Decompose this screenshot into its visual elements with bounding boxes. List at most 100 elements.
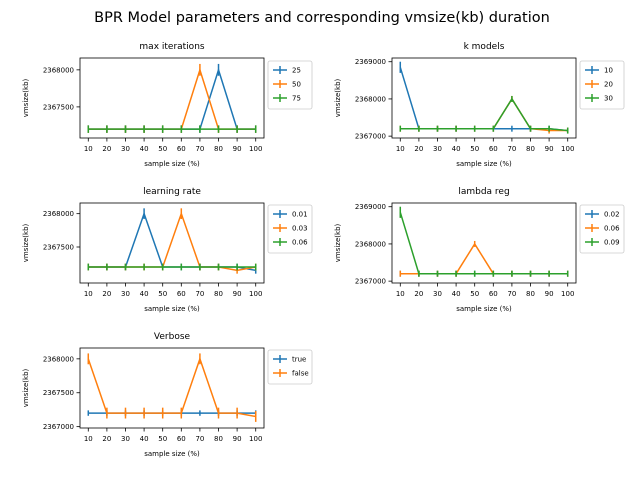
x-tick-label: 100 (249, 145, 262, 153)
legend-label: 10 (604, 67, 613, 75)
legend-label: 50 (292, 81, 301, 89)
y-axis-label: vmsize(kb) (22, 223, 30, 262)
subplot-3: lambda reg 10 20 30 40 50 60 70 80 90 100 2367000 23… (334, 187, 625, 313)
x-tick-label: 100 (561, 290, 574, 298)
x-tick-label: 80 (214, 145, 223, 153)
legend-label: 0.06 (292, 239, 308, 247)
x-tick-label: 70 (195, 145, 204, 153)
series-line (87, 356, 256, 418)
x-tick-label: 70 (507, 145, 516, 153)
legend-label: 25 (292, 67, 301, 75)
axes-frame (79, 202, 265, 284)
x-tick-label: 90 (545, 290, 554, 298)
x-tick-label: 90 (545, 145, 554, 153)
x-tick-label: 50 (158, 145, 167, 153)
x-tick-label: 40 (140, 290, 149, 298)
x-tick-label: 90 (233, 435, 242, 443)
legend-box (579, 204, 625, 254)
y-tick-label: 2368000 (43, 355, 74, 363)
y-tick-label: 2367000 (355, 278, 386, 286)
x-tick-label: 50 (470, 290, 479, 298)
x-tick-label: 60 (177, 435, 186, 443)
x-tick-label: 30 (433, 290, 442, 298)
x-tick-label: 50 (470, 145, 479, 153)
subplot-title: learning rate (143, 187, 201, 197)
legend-label: 0.09 (604, 239, 620, 247)
x-tick-label: 20 (102, 435, 111, 443)
x-tick-label: 60 (489, 290, 498, 298)
x-tick-label: 50 (158, 290, 167, 298)
y-tick-label: 2369000 (355, 58, 386, 66)
subplot-title: max iterations (139, 42, 204, 52)
series-line (400, 97, 568, 132)
x-tick-label: 30 (121, 435, 130, 443)
legend-label: 0.01 (292, 211, 308, 219)
legend-box (579, 60, 625, 110)
subplot-1: k models 10 20 30 40 50 60 70 80 90 100 2367000 2368… (334, 42, 625, 168)
legend-label: 30 (604, 95, 613, 103)
legend: 10 20 30 (579, 60, 625, 110)
y-tick-label: 2367500 (43, 389, 74, 397)
x-tick-label: 70 (195, 435, 204, 443)
x-tick-label: 60 (177, 290, 186, 298)
y-axis-label: vmsize(kb) (22, 78, 30, 117)
subplot-2: learning rate 10 20 30 40 50 60 70 80 90 100 236750… (22, 187, 313, 313)
x-tick-label: 100 (249, 435, 262, 443)
subplot-grid: max iterations 10 20 30 40 50 60 70 80 90 100 23675… (22, 42, 625, 458)
x-axis-label: sample size (%) (144, 450, 200, 458)
y-tick-label: 2368000 (355, 240, 386, 248)
x-tick-label: 80 (526, 290, 535, 298)
legend-label: 20 (604, 81, 613, 89)
subplot-4: Verbose 10 20 30 40 50 60 70 80 90 100 2367000 23675… (22, 332, 313, 458)
legend: 0.01 0.03 0.06 (267, 204, 313, 254)
x-tick-label: 10 (84, 145, 93, 153)
x-axis-label: sample size (%) (144, 160, 200, 168)
legend-box (267, 204, 313, 254)
series-line (400, 97, 568, 132)
x-tick-label: 30 (121, 290, 130, 298)
legend-label: 0.02 (604, 211, 620, 219)
series-line (88, 67, 256, 130)
x-tick-label: 70 (507, 290, 516, 298)
series-line (399, 67, 568, 132)
legend-label: true (292, 356, 306, 364)
y-tick-label: 2368000 (355, 95, 386, 103)
y-tick-label: 2367000 (355, 133, 386, 141)
x-axis-label: sample size (%) (456, 160, 512, 168)
subplot-title: Verbose (154, 332, 191, 342)
y-axis-label: vmsize(kb) (22, 368, 30, 407)
axes-frame (79, 347, 265, 429)
legend: 25 50 75 (267, 60, 313, 110)
x-tick-label: 20 (414, 145, 423, 153)
x-tick-label: 40 (452, 290, 461, 298)
x-tick-label: 10 (84, 435, 93, 443)
x-tick-label: 100 (561, 145, 574, 153)
x-tick-label: 20 (102, 290, 111, 298)
x-tick-label: 20 (102, 145, 111, 153)
x-tick-label: 80 (214, 435, 223, 443)
y-tick-label: 2367500 (43, 103, 74, 111)
x-tick-label: 30 (121, 145, 130, 153)
x-tick-label: 10 (396, 145, 405, 153)
legend-box (267, 60, 313, 110)
axes-frame (79, 57, 265, 139)
x-axis-label: sample size (%) (456, 305, 512, 313)
y-tick-label: 2367000 (43, 423, 74, 431)
x-tick-label: 70 (195, 290, 204, 298)
x-tick-label: 50 (158, 435, 167, 443)
y-tick-label: 2368000 (43, 210, 74, 218)
legend-label: false (292, 370, 309, 378)
axes-frame (391, 202, 577, 284)
series-line (88, 67, 256, 130)
y-tick-label: 2367500 (43, 244, 74, 252)
y-tick-label: 2368000 (43, 66, 74, 74)
x-tick-label: 30 (433, 145, 442, 153)
series-line (400, 242, 568, 275)
legend-label: 75 (292, 95, 301, 103)
x-tick-label: 60 (489, 145, 498, 153)
x-tick-label: 10 (396, 290, 405, 298)
x-tick-label: 20 (414, 290, 423, 298)
y-axis-label: vmsize(kb) (334, 78, 342, 117)
y-axis-label: vmsize(kb) (334, 223, 342, 262)
